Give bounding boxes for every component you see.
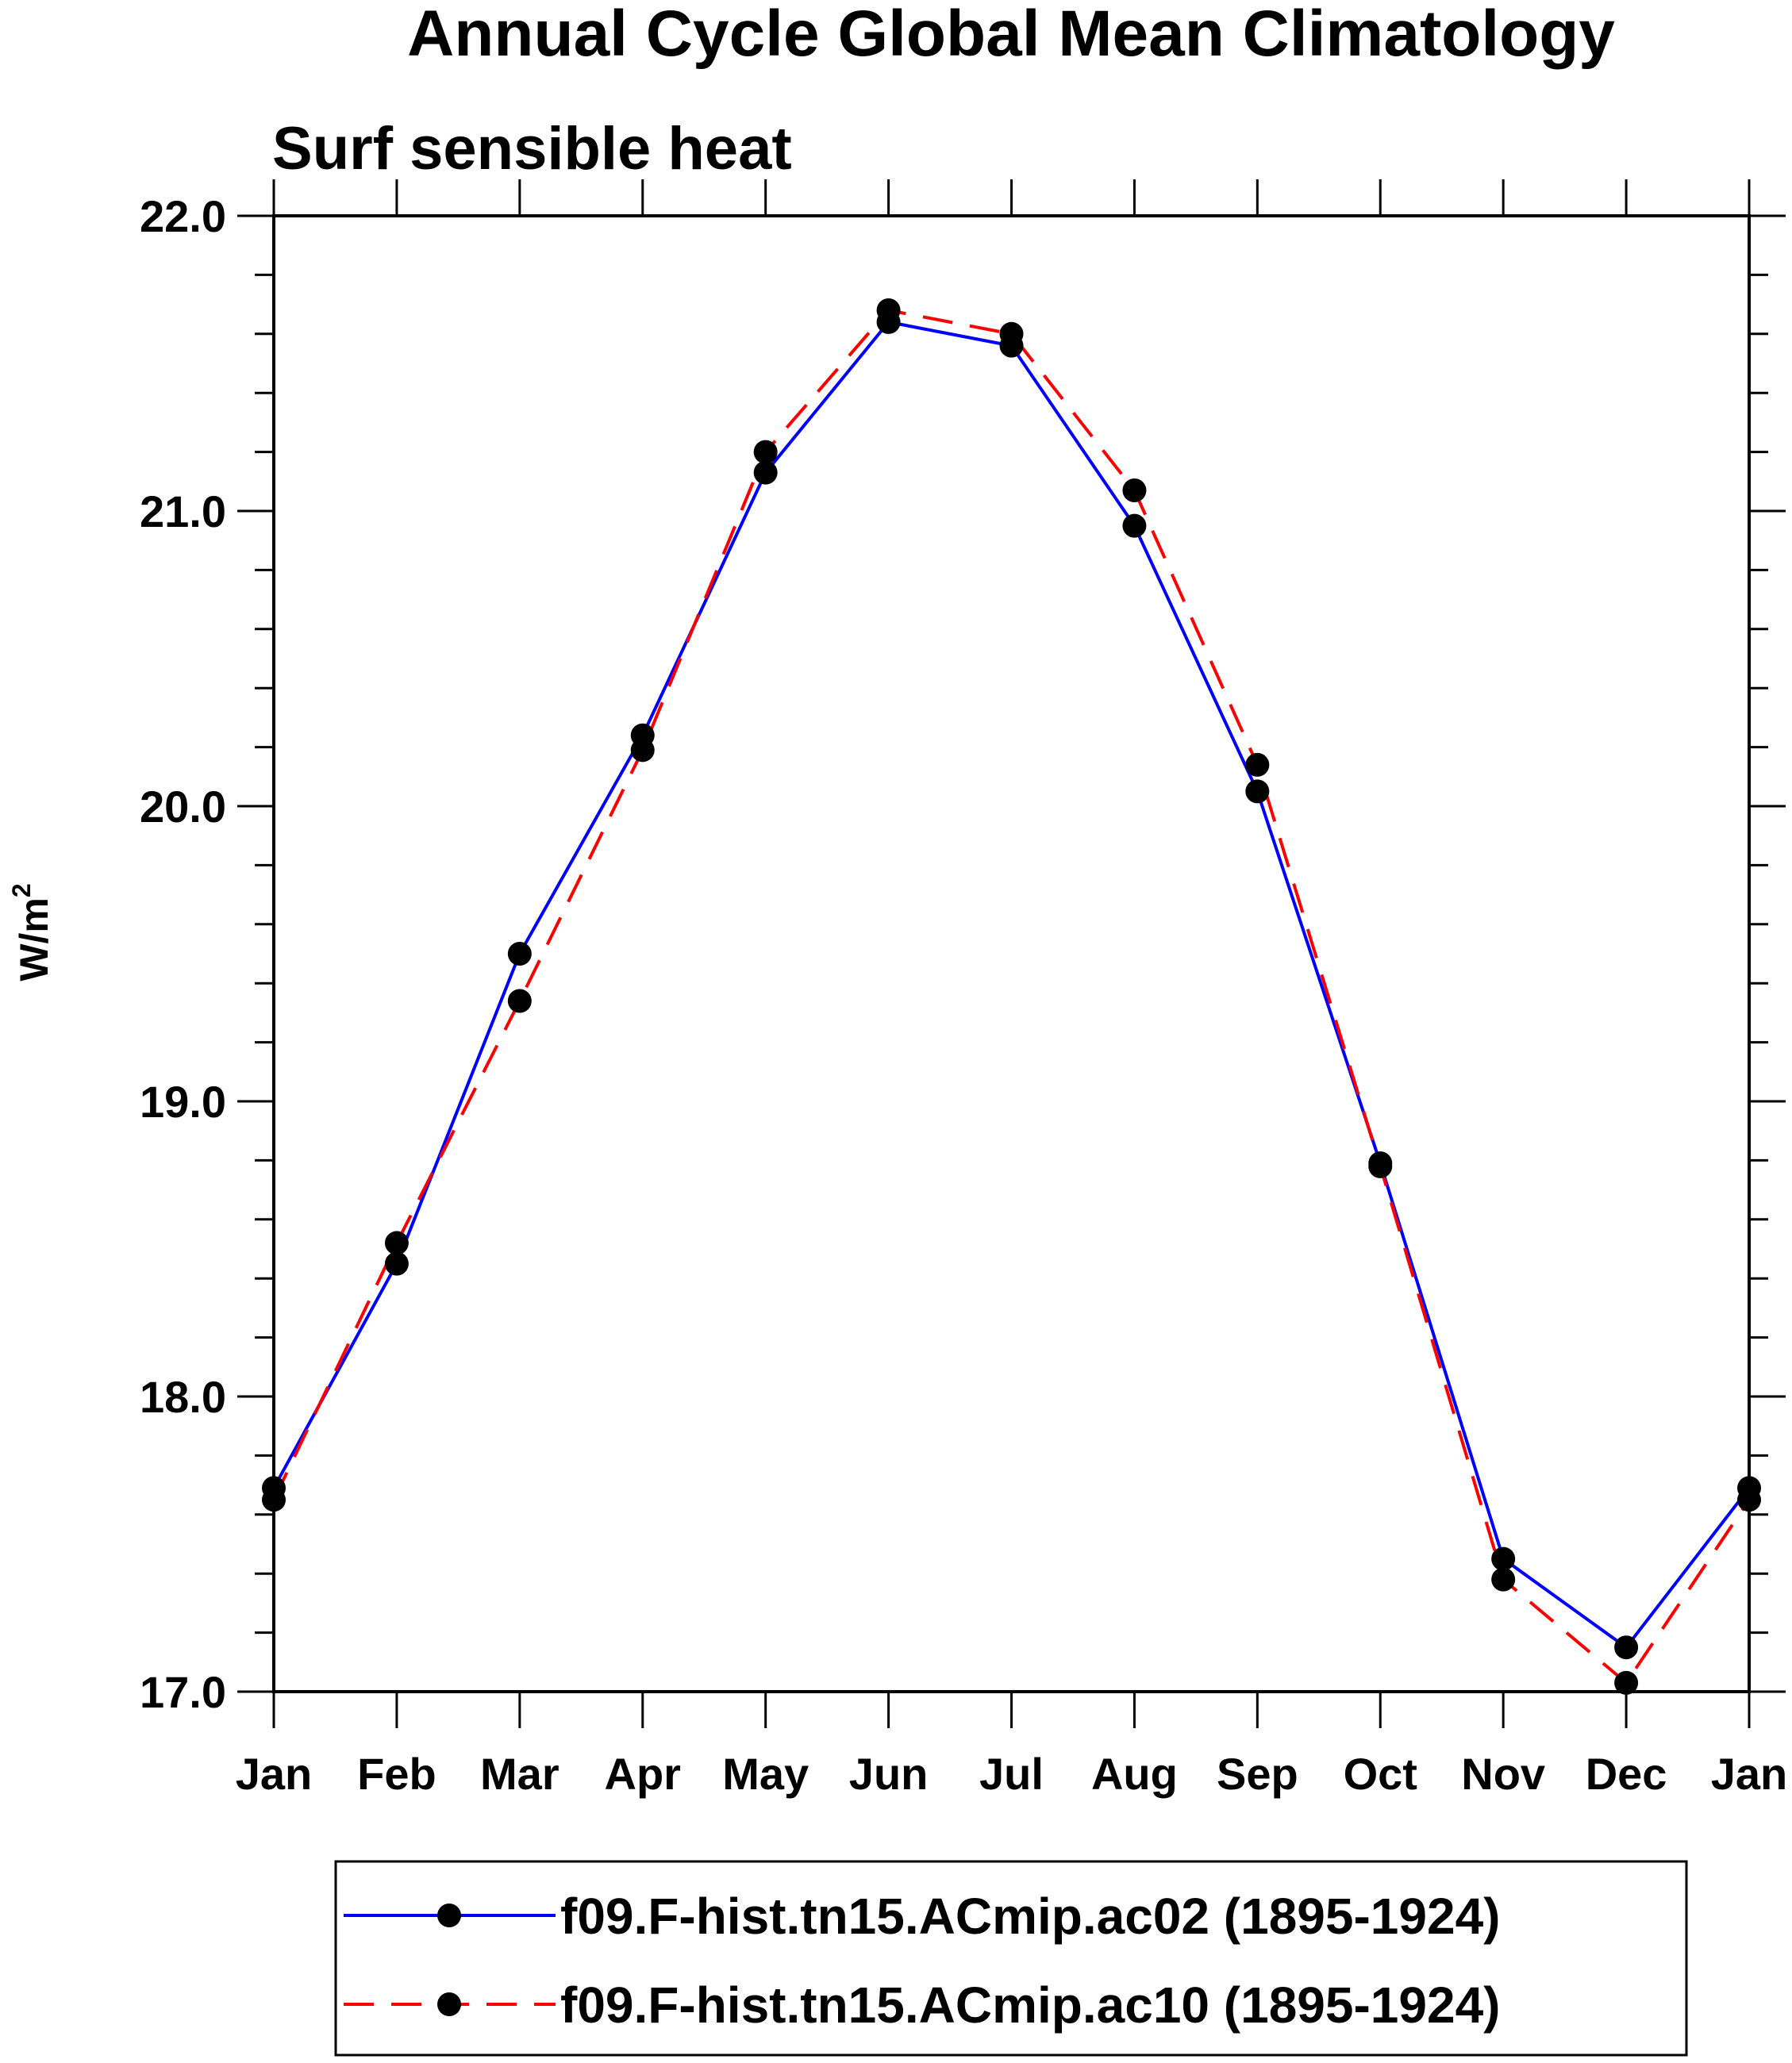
x-tick-label: May — [722, 1749, 809, 1799]
data-point-ac10 — [1614, 1670, 1639, 1695]
legend-label-ac10: f09.F-hist.tn15.ACmip.ac10 (1895-1924) — [560, 1977, 1500, 2034]
x-tick-label: Oct — [1344, 1749, 1417, 1799]
series-layer — [262, 298, 1761, 1695]
legend-marker-ac10 — [437, 1992, 461, 2016]
x-tick-label: Sep — [1217, 1749, 1298, 1799]
y-axis-label-unit: W/m — [12, 897, 56, 982]
x-axis-ticks: Jan Feb Mar Apr May Jun Jul Aug Sep Oct Nov Dec Jan — [236, 179, 1788, 1799]
x-tick-label: Dec — [1586, 1749, 1667, 1799]
y-axis-label: W/m2 — [7, 883, 56, 981]
legend-marker-ac02 — [437, 1904, 461, 1927]
data-point-ac02 — [1614, 1635, 1639, 1660]
x-tick-label: Nov — [1461, 1749, 1545, 1799]
data-point-ac02 — [507, 942, 532, 966]
data-point-ac10 — [262, 1488, 286, 1512]
y-axis-ticks: 17.0 18.0 19.0 20.0 21.0 22.0 — [140, 191, 1786, 1717]
chart-subtitle: Surf sensible heat — [272, 115, 792, 182]
data-point-ac10 — [876, 298, 901, 323]
data-point-ac02 — [1122, 513, 1147, 538]
x-tick-label: Mar — [480, 1749, 560, 1799]
legend-box — [334, 1860, 1688, 2057]
data-point-ac10 — [1122, 478, 1147, 502]
data-point-ac10 — [1737, 1488, 1761, 1512]
legend-label-ac02: f09.F-hist.tn15.ACmip.ac02 (1895-1924) — [560, 1888, 1500, 1945]
data-point-ac10 — [630, 738, 655, 763]
data-point-ac02 — [753, 460, 778, 485]
data-point-ac02 — [1245, 779, 1270, 804]
y-tick-label: 20.0 — [140, 782, 226, 832]
chart-title: Annual Cycle Global Mean Climatology — [407, 0, 1615, 70]
x-tick-label: Jul — [979, 1749, 1044, 1799]
data-point-ac10 — [1491, 1567, 1516, 1592]
legend: f09.F-hist.tn15.ACmip.ac02 (1895-1924) f… — [334, 1860, 1688, 2057]
data-point-ac10 — [753, 440, 778, 464]
x-tick-label: Jan — [236, 1749, 313, 1799]
x-tick-label: Jan — [1711, 1749, 1788, 1799]
x-tick-label: Feb — [357, 1749, 436, 1799]
data-point-ac10 — [1368, 1154, 1393, 1178]
series-line-ac02 — [272, 320, 1751, 1650]
plot-frame — [272, 214, 1751, 1693]
x-tick-label: Jun — [849, 1749, 929, 1799]
y-tick-label: 18.0 — [140, 1372, 226, 1422]
data-point-ac10 — [999, 321, 1024, 346]
y-tick-label: 19.0 — [140, 1077, 226, 1127]
series-line-ac10 — [272, 309, 1751, 1685]
x-tick-label: Apr — [605, 1749, 681, 1799]
y-tick-label: 22.0 — [140, 191, 226, 241]
data-point-ac10 — [1245, 752, 1270, 777]
data-point-ac10 — [384, 1231, 409, 1255]
marker-layer — [262, 298, 1761, 1695]
data-point-ac02 — [384, 1251, 409, 1276]
y-tick-label: 17.0 — [140, 1667, 226, 1717]
y-tick-label: 21.0 — [140, 486, 226, 536]
data-point-ac10 — [507, 989, 532, 1013]
y-axis-label-superscript: 2 — [7, 883, 36, 897]
x-tick-label: Aug — [1091, 1749, 1178, 1799]
data-point-ac02 — [1491, 1546, 1516, 1571]
plot-area-border — [272, 214, 1751, 1693]
